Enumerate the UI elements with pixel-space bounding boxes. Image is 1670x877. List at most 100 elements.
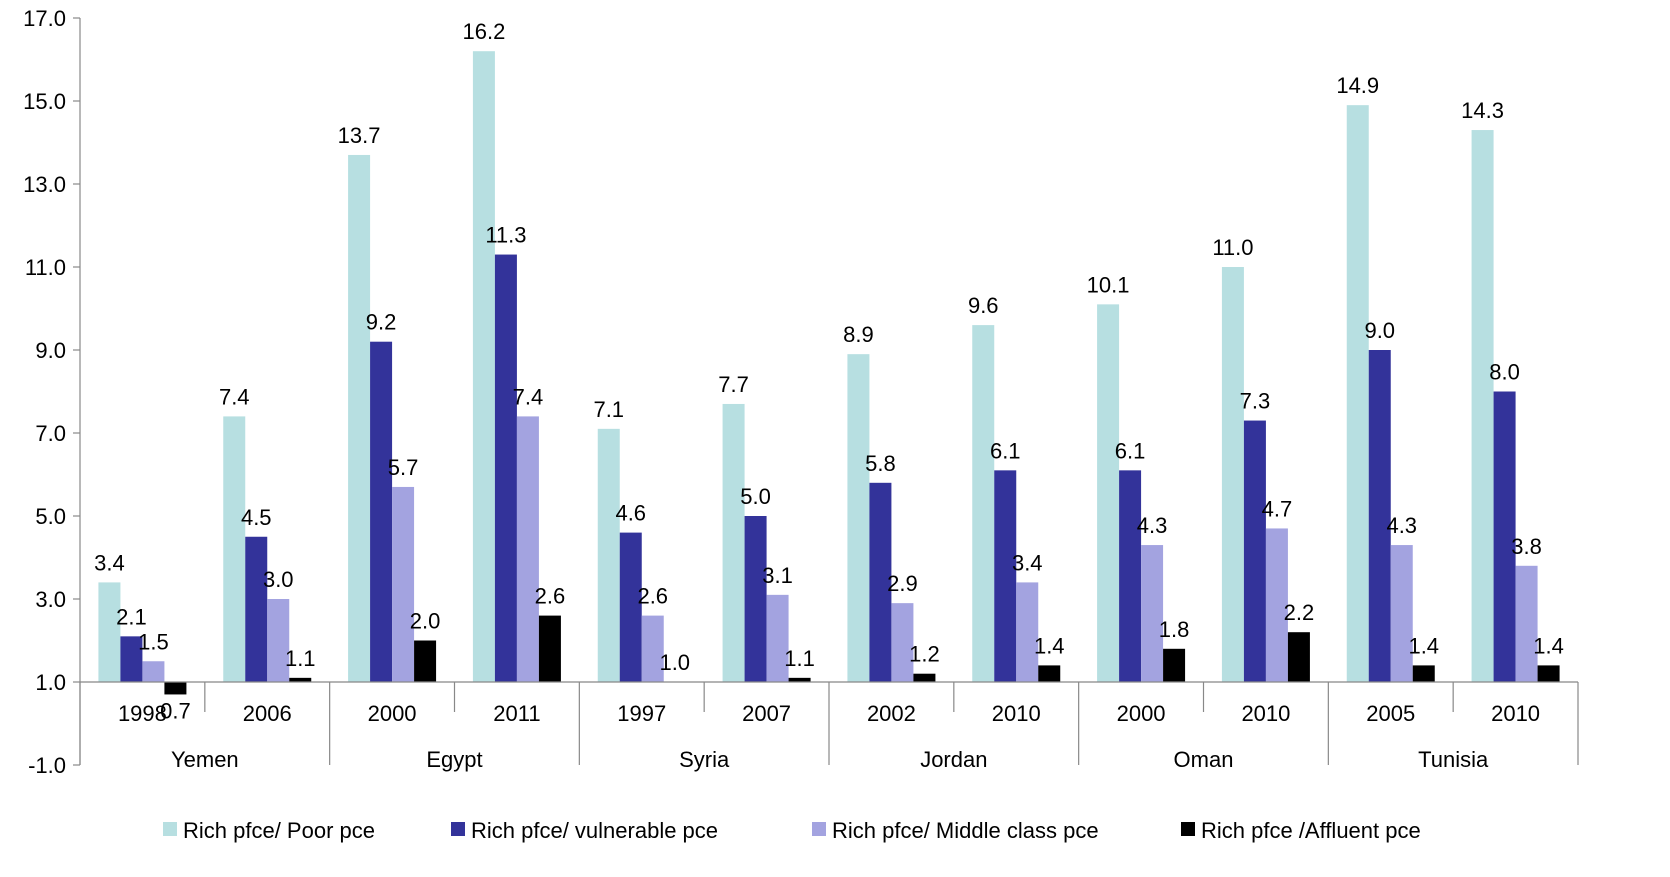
bar-value-label: 1.0 <box>659 650 690 675</box>
bar-value-label: 5.0 <box>740 484 771 509</box>
bar <box>1038 665 1061 682</box>
bar-value-label: 7.3 <box>1240 389 1271 414</box>
bar-value-label: 7.7 <box>718 372 749 397</box>
bar <box>1243 420 1266 682</box>
bar <box>788 677 811 682</box>
bar-value-label: 2.6 <box>535 584 566 609</box>
bar <box>245 536 268 682</box>
bar <box>1016 582 1039 682</box>
bar <box>1119 470 1142 682</box>
legend-swatch <box>451 822 465 836</box>
bar <box>1265 528 1288 682</box>
x-year-label: 1997 <box>617 701 666 726</box>
bar <box>472 51 495 682</box>
bar <box>348 154 371 682</box>
bar-value-label: 4.3 <box>1386 513 1417 538</box>
bar-value-label: 14.3 <box>1461 98 1504 123</box>
bar-value-label: 1.8 <box>1159 617 1190 642</box>
x-year-label: 2000 <box>368 701 417 726</box>
legend-swatch <box>163 822 177 836</box>
bar-value-label: 2.9 <box>887 571 918 596</box>
bar-value-label: 2.0 <box>410 609 441 634</box>
bar-value-label: 9.2 <box>366 310 397 335</box>
bar-value-label: 8.9 <box>843 322 874 347</box>
bar-value-label: 5.8 <box>865 451 896 476</box>
x-country-label: Egypt <box>426 747 482 772</box>
bar-value-label: 9.6 <box>968 293 999 318</box>
bar-value-label: 3.0 <box>263 567 294 592</box>
bar-value-label: 11.0 <box>1212 235 1253 260</box>
y-tick-label: 15.0 <box>23 89 66 114</box>
x-year-label: 2011 <box>493 701 540 726</box>
bar-value-label: 3.4 <box>94 550 125 575</box>
y-tick-label: 1.0 <box>35 670 66 695</box>
bar-value-label: 1.4 <box>1408 633 1439 658</box>
bar-value-label: 16.2 <box>463 19 506 44</box>
y-tick-label: 13.0 <box>23 172 66 197</box>
x-country-label: Yemen <box>171 747 239 772</box>
bar-labels: 3.4 2.11.5 0.7 7.4 4.5 3.0 1.1 13.7 9.2 5.7 2.0 16.… <box>94 19 1564 723</box>
bar-value-label: 1.1 <box>784 646 815 671</box>
bar-value-label: 5.7 <box>388 455 419 480</box>
bar <box>619 532 642 682</box>
x-country-label: Jordan <box>920 747 987 772</box>
bar-value-label: 1.2 <box>909 642 940 667</box>
bar <box>597 428 620 682</box>
bar-value-label: 4.6 <box>615 501 646 526</box>
legend-entry: Rich pfce/ Poor pce <box>183 818 375 843</box>
bar <box>1287 632 1310 682</box>
bar-value-label: 1.4 <box>1034 633 1065 658</box>
bar-value-label: 10.1 <box>1087 272 1130 297</box>
bar <box>494 254 517 683</box>
bar-value-label: 8.0 <box>1489 360 1520 385</box>
x-year-label: 2000 <box>1117 701 1166 726</box>
bar <box>869 482 892 682</box>
legend-entry: Rich pfce/ Middle class pce <box>832 818 1099 843</box>
bar <box>1163 648 1186 682</box>
bar-value-label: 2.6 <box>637 584 668 609</box>
y-tick-label: 7.0 <box>35 421 66 446</box>
x-year-label: 2007 <box>742 701 791 726</box>
bar <box>766 594 789 682</box>
bar-value-label: 13.7 <box>338 123 381 148</box>
y-tick-label: 17.0 <box>23 6 66 31</box>
x-country-label: Syria <box>679 747 730 772</box>
y-tick-label: 11.0 <box>25 255 66 280</box>
bar <box>1141 545 1164 682</box>
bar <box>414 640 437 682</box>
x-year-label: 2005 <box>1366 701 1415 726</box>
bar-value-label: 14.9 <box>1336 73 1379 98</box>
bar <box>267 599 290 682</box>
legend-entry: Rich pfce /Affluent pce <box>1201 818 1421 843</box>
bar-value-label: 1.4 <box>1533 633 1564 658</box>
bar <box>1412 665 1435 682</box>
bar <box>538 615 561 682</box>
bar <box>223 416 246 682</box>
bar <box>392 486 415 682</box>
bar <box>142 661 165 682</box>
bar-value-label: 1.1 <box>285 646 316 671</box>
x-year-label: 2010 <box>1491 701 1540 726</box>
legend-swatch <box>1181 822 1195 836</box>
bar <box>289 677 312 682</box>
y-tick-label: 9.0 <box>35 338 66 363</box>
bar-value-label: 7.4 <box>219 384 250 409</box>
bar-value-label: 9.0 <box>1364 318 1395 343</box>
x-country-label: Oman <box>1174 747 1234 772</box>
bar-value-label: 7.4 <box>513 384 544 409</box>
bars <box>98 51 1560 695</box>
bar-value-label: 2.1 <box>116 604 147 629</box>
bar-value-label: 4.3 <box>1137 513 1168 538</box>
bar <box>1537 665 1560 682</box>
bar-value-label: 3.1 <box>762 563 793 588</box>
x-year-label: 2006 <box>243 701 292 726</box>
legend-swatch <box>812 822 826 836</box>
bar <box>164 682 187 695</box>
bar <box>972 325 995 682</box>
bar-value-label: 4.5 <box>241 505 272 530</box>
bar <box>516 416 539 682</box>
x-year-label: 1998 <box>118 701 167 726</box>
bar-value-label: 7.1 <box>593 397 624 422</box>
bar-value-label: 2.2 <box>1284 600 1315 625</box>
